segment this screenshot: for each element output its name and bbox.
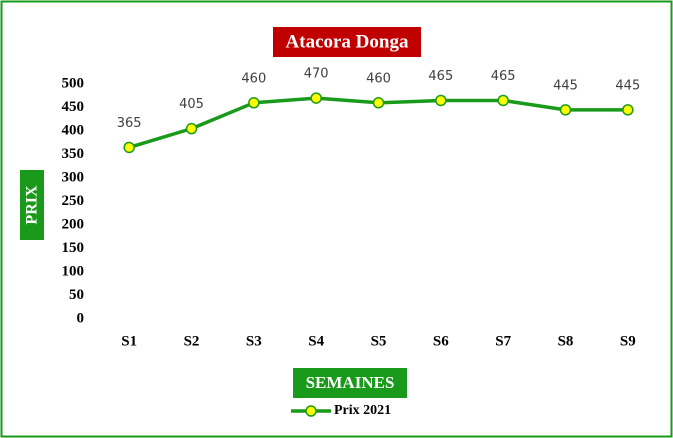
x-label-box — [293, 368, 407, 398]
data-label: 460 — [366, 71, 391, 86]
legend-marker — [305, 405, 317, 417]
data-label: 465 — [491, 69, 516, 84]
y-tick-label: 300 — [62, 169, 85, 185]
x-tick-label: S3 — [246, 333, 262, 349]
x-tick-label: S2 — [184, 333, 200, 349]
data-label: 470 — [304, 67, 329, 82]
x-tick-label: S9 — [620, 333, 636, 349]
y-tick-label: 50 — [69, 287, 84, 303]
y-tick-label: 100 — [62, 263, 85, 279]
data-label: 460 — [241, 71, 266, 86]
y-tick-label: 350 — [62, 146, 85, 162]
data-label: 365 — [117, 116, 142, 131]
y-tick-label: 0 — [77, 310, 85, 326]
data-label: 465 — [428, 69, 453, 84]
y-tick-label: 200 — [62, 216, 85, 232]
x-tick-label: S7 — [495, 333, 511, 349]
marker — [123, 141, 135, 154]
marker — [372, 97, 385, 109]
x-tick-label: S5 — [371, 333, 387, 349]
x-tick-label: S1 — [121, 333, 137, 349]
x-tick-label: S4 — [308, 333, 324, 349]
marker — [497, 94, 509, 107]
chart-title: Atacora Donga — [286, 31, 409, 52]
marker — [559, 104, 572, 116]
y-tick-label: 400 — [62, 122, 85, 138]
y-axis-label: PRIX — [24, 185, 41, 225]
marker — [248, 97, 260, 109]
data-label: 445 — [615, 78, 640, 93]
data-label: 405 — [179, 97, 204, 112]
x-tick-label: S8 — [558, 333, 574, 349]
legend-label: Prix 2021 — [334, 403, 391, 418]
x-tick-label: S6 — [433, 333, 449, 349]
y-tick-label: 250 — [62, 193, 85, 209]
marker — [310, 92, 322, 104]
marker — [185, 122, 198, 135]
marker — [435, 94, 447, 107]
y-tick-label: 150 — [62, 240, 85, 256]
y-tick-label: 500 — [62, 75, 85, 91]
marker — [622, 104, 634, 116]
data-label: 445 — [553, 78, 578, 93]
x-axis-label: SEMAINES — [306, 373, 395, 392]
y-tick-label: 450 — [62, 99, 85, 115]
title-box — [273, 27, 421, 57]
y-label-box — [20, 170, 44, 240]
